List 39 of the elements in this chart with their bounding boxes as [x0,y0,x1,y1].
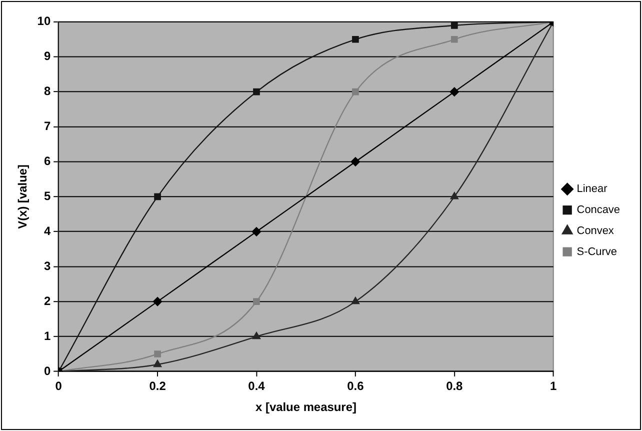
point [352,36,359,43]
point [351,296,360,304]
point [450,36,458,43]
y-tick-label: 4 [44,224,51,238]
point [450,22,458,29]
x-tick-label: 0.4 [248,378,266,393]
y-tick-label: 10 [37,14,51,28]
legend-label: S-Curve [576,246,617,258]
legend-label: Concave [576,204,620,216]
point [253,298,260,305]
y-tick-label: 9 [44,49,51,64]
point [153,360,162,368]
point [252,332,261,340]
y-tick-label: 6 [44,154,51,168]
y-tick-label: 2 [44,294,51,308]
y-axis-title: V(x) [value] [15,164,30,229]
y-tick-label: 7 [44,119,51,134]
y-tick-label: 1 [44,328,51,343]
legend-label: Convex [576,224,614,237]
x-tick-label: 0.6 [347,378,364,393]
y-tick-label: 5 [44,188,51,203]
x-axis-title: x [value measure] [255,400,356,414]
x-tick-label: 0.2 [149,378,166,393]
point [450,87,459,96]
legend-label: Linear [576,183,608,196]
point [154,350,161,358]
point [352,88,359,96]
y-tick-label: 0 [44,364,51,378]
y-tick-label: 3 [44,258,51,273]
x-tick-label: 0 [55,378,62,393]
point [450,192,458,200]
y-tick-label: 8 [44,84,51,98]
x-tick-label: 1 [550,378,558,393]
point [350,157,360,166]
point [253,88,260,96]
point [152,296,162,306]
point [154,193,161,200]
point [252,227,262,236]
x-tick-label: 0.8 [446,378,464,393]
